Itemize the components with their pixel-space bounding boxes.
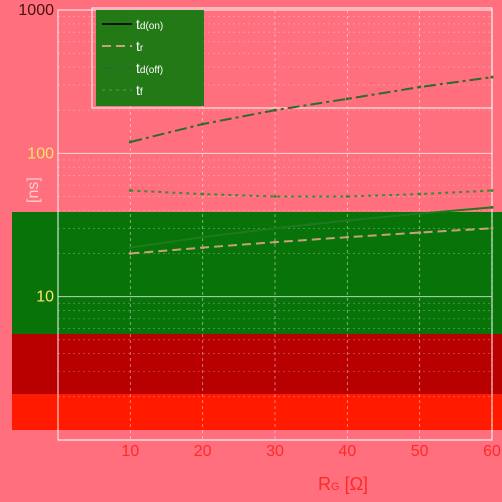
series-line [130,189,493,198]
data-point [418,231,422,235]
x-tick-label: 60 [483,443,501,460]
plot-border [57,9,493,441]
plot-bands [12,7,502,430]
data-point [273,194,277,198]
data-point [128,246,132,250]
y-tick-label: 1000 [18,2,54,19]
y-tick-label: 10 [36,289,54,306]
x-tick-label: 40 [338,443,356,460]
data-point [201,246,205,250]
data-point [201,235,205,239]
data-point [345,235,349,239]
plot-band [12,394,502,430]
legend-label: tf [136,82,143,98]
legend: td(on) tr td(off) tf [96,10,204,106]
data-point [128,189,132,193]
x-tick-label: 30 [266,443,284,460]
series-layer [128,75,494,256]
series-line [130,76,493,143]
plot-frame [57,9,493,441]
data-point [418,212,422,216]
data-point [490,226,494,230]
series-line [130,206,493,249]
data-point [490,75,494,79]
data-point [418,192,422,196]
data-point [201,122,205,126]
x-axis-title: RG [Ω] [318,474,368,494]
series-line [130,227,493,255]
y-tick-label: 100 [27,145,54,162]
data-point [418,85,422,89]
legend-box [96,10,204,106]
x-tick-label: 20 [194,443,212,460]
data-point [490,205,494,209]
x-tick-labels: 10 20 30 40 50 60 [121,443,501,460]
data-point [201,192,205,196]
data-point [490,189,494,193]
x-tick-label: 10 [121,443,139,460]
data-point [273,226,277,230]
data-point [273,108,277,112]
y-axis-title: [ns] [25,177,42,203]
data-point [273,240,277,244]
data-point [345,194,349,198]
legend-label: td(off) [136,60,163,76]
plot-band [12,334,502,394]
legend-label: td(on) [136,16,163,32]
data-point [128,252,132,256]
data-point [345,97,349,101]
data-point [128,140,132,144]
data-point [345,218,349,222]
x-tick-label: 50 [411,443,429,460]
y-tick-labels: 1000 100 10 [18,2,54,306]
legend-label: tr [136,38,144,54]
